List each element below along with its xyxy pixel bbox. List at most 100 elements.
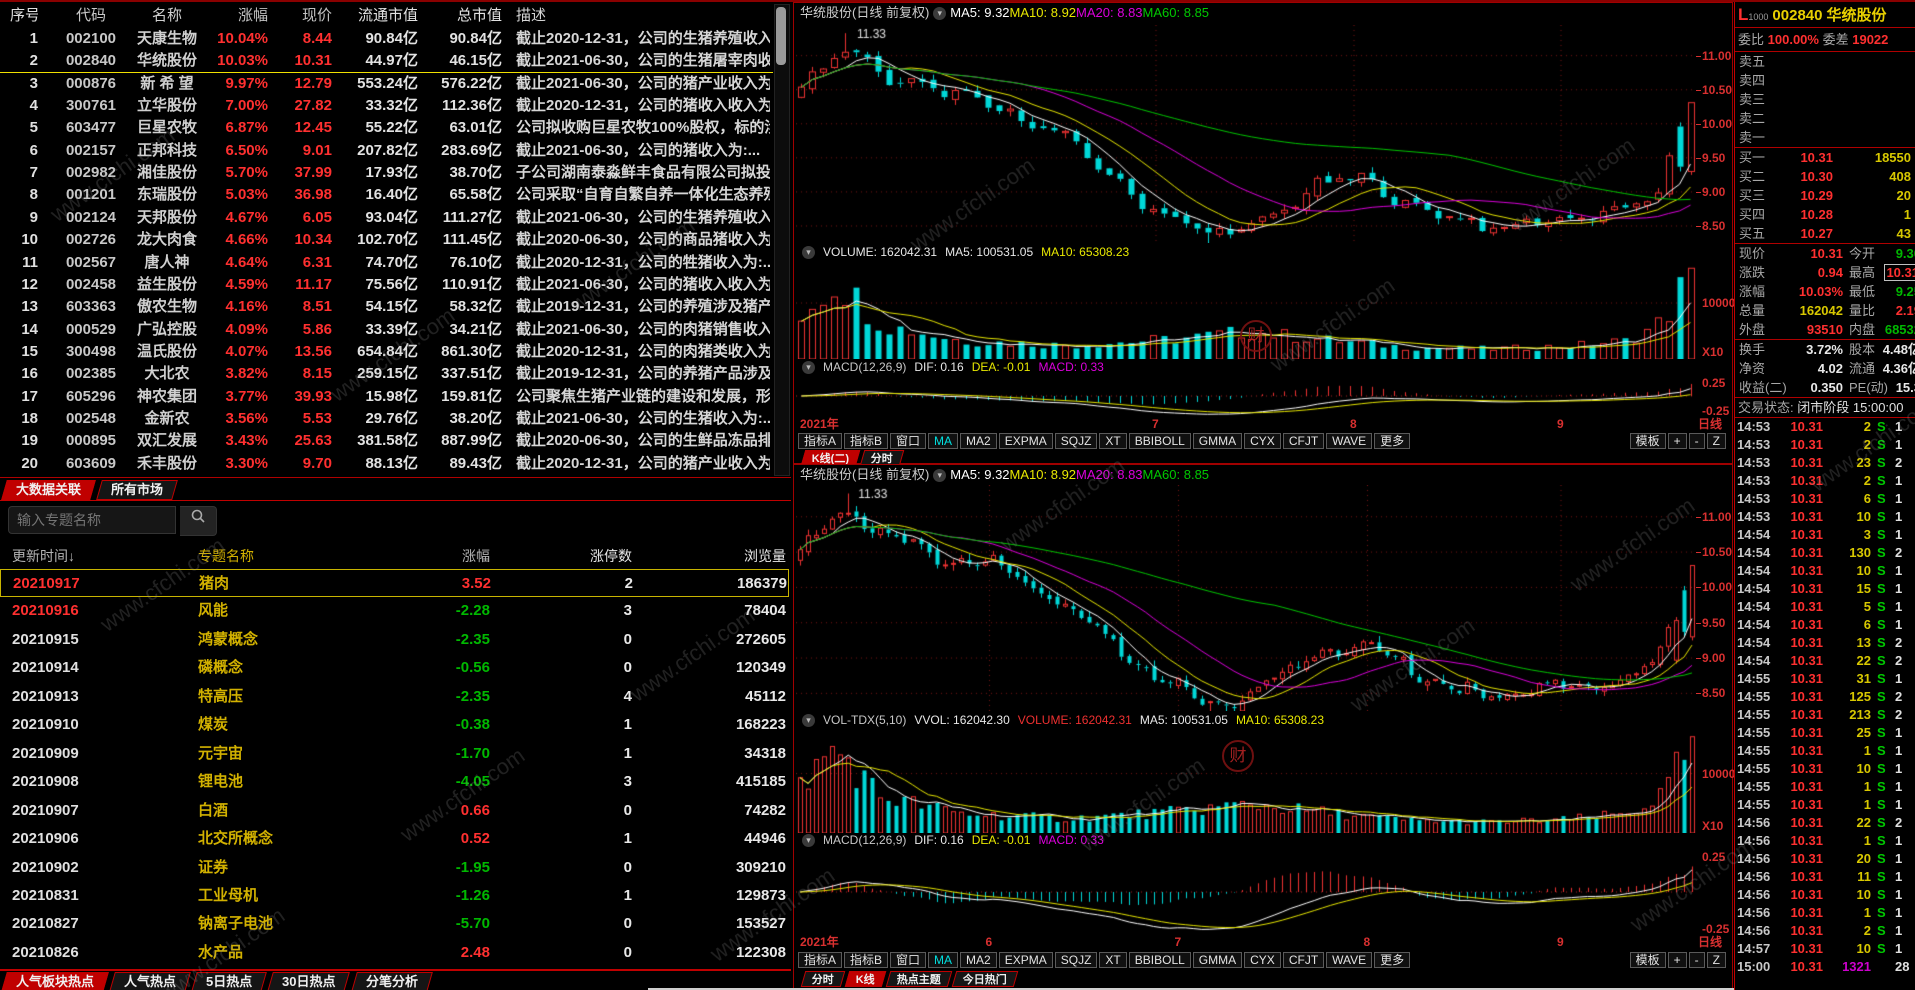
topic-row[interactable]: 20210907 白酒 0.66 0 74282 <box>0 797 789 825</box>
toolbar-button-CYX[interactable]: CYX <box>1244 952 1281 968</box>
topic-col-header-2[interactable]: 涨幅 <box>462 548 490 564</box>
chart-tab-热点主题[interactable]: 热点主题 <box>885 971 953 987</box>
kline-chart-canvas-1[interactable] <box>796 25 1696 243</box>
kline-chart-canvas-2[interactable] <box>796 485 1696 711</box>
topic-col-header-3[interactable]: 涨停数 <box>590 548 632 564</box>
stock-table-row[interactable]: 1 002100 天康生物 10.04% 8.44 90.84亿 90.84亿 截止2020-… <box>0 28 791 50</box>
stock-table-row[interactable]: 13 603363 傲农生物 4.16% 8.51 54.15亿 58.32亿 截止2019-… <box>0 296 791 318</box>
toolbar-button-SQJZ[interactable]: SQJZ <box>1054 952 1098 968</box>
chart-tab-分时[interactable]: 分时 <box>800 971 846 987</box>
stock-table-row[interactable]: 2 002840 华统股份 10.03% 10.31 44.97亿 46.15亿 截止2021… <box>0 50 791 73</box>
toolbar-button-更多[interactable]: 更多 <box>1374 952 1411 968</box>
topic-row[interactable]: 20210827 钠离子电池 -5.70 0 153527 <box>0 910 789 938</box>
time-sales-list[interactable]: 14:53 10.31 2 S 1 14:53 10.31 2 S 1 14:53 10.31 23 S 2… <box>1735 418 1915 976</box>
stock-table-row[interactable]: 12 002458 益生股份 4.59% 11.17 75.56亿 110.91亿 截止202… <box>0 274 791 296</box>
toolbar-button-指标B[interactable]: 指标B <box>844 952 889 968</box>
topic-row[interactable]: 20210826 水产品 2.48 0 122308 <box>0 939 789 967</box>
toolbar-button--[interactable]: - <box>1688 433 1705 449</box>
tab-30日热点[interactable]: 30日热点 <box>267 972 351 990</box>
topic-row[interactable]: 20210908 锂电池 -4.05 3 415185 <box>0 768 789 796</box>
search-input[interactable] <box>8 506 176 534</box>
topic-row[interactable]: 20210909 元宇宙 -1.70 1 34318 <box>0 740 789 768</box>
toolbar-button-WAVE[interactable]: WAVE <box>1326 952 1373 968</box>
toolbar-button-指标A[interactable]: 指标A <box>798 433 843 449</box>
topic-row[interactable]: 20210910 煤炭 -0.38 1 168223 <box>0 711 789 739</box>
topic-row[interactable]: 20210916 风能 -2.28 3 78404 <box>0 597 789 625</box>
topic-row[interactable]: 20210915 鸿蒙概念 -2.35 0 272605 <box>0 626 789 654</box>
toolbar-button-窗口[interactable]: 窗口 <box>890 952 927 968</box>
search-button[interactable] <box>180 506 218 536</box>
col-header-0[interactable]: 序号 <box>10 7 38 24</box>
stock-table-row[interactable]: 11 002567 唐人神 4.64% 6.31 74.70亿 76.10亿 截止2020-1… <box>0 252 791 274</box>
topic-row[interactable]: 20210831 工业母机 -1.26 1 129873 <box>0 882 789 910</box>
toolbar-button-模板[interactable]: 模板 <box>1629 433 1666 449</box>
toolbar-button-指标A[interactable]: 指标A <box>798 952 843 968</box>
topic-row[interactable]: 20210914 磷概念 -0.56 0 120349 <box>0 654 789 682</box>
toolbar-button-MA2[interactable]: MA2 <box>960 952 997 968</box>
col-header-4[interactable]: 现价 <box>301 7 332 24</box>
stock-table-row[interactable]: 17 605296 神农集团 3.77% 39.93 15.98亿 159.81亿 公司聚焦生… <box>0 386 791 408</box>
stock-table-row[interactable]: 10 002726 龙大肉食 4.66% 10.34 102.70亿 111.45亿 截止20… <box>0 229 791 251</box>
topic-col-header-4[interactable]: 浏览量 <box>744 548 786 564</box>
stock-table-row[interactable]: 8 001201 东瑞股份 5.03% 36.98 16.40亿 65.58亿 公司采取“自育… <box>0 184 791 206</box>
topic-row[interactable]: 20210906 北交所概念 0.52 1 44946 <box>0 825 789 853</box>
topic-col-header-1[interactable]: 专题名称 <box>198 548 254 564</box>
chart-tab-K线[interactable]: K线 <box>844 971 887 987</box>
toolbar-button-MA[interactable]: MA <box>928 952 959 968</box>
toolbar-button-+[interactable]: + <box>1667 433 1687 449</box>
toolbar-button-EXPMA[interactable]: EXPMA <box>998 433 1053 449</box>
stock-table-row[interactable]: 15 300498 温氏股份 4.07% 13.56 654.84亿 861.30亿 截止20… <box>0 341 791 363</box>
macd-chart-canvas-2[interactable] <box>796 849 1696 935</box>
stock-table-row[interactable]: 20 603609 禾丰股份 3.30% 9.70 88.13亿 89.43亿 截止2020-… <box>0 453 791 475</box>
toolbar-button-XT[interactable]: XT <box>1099 433 1127 449</box>
stock-table-scrollbar[interactable] <box>774 4 790 476</box>
toolbar-button-CFJT[interactable]: CFJT <box>1282 433 1325 449</box>
toolbar-button-XT[interactable]: XT <box>1099 952 1127 968</box>
chart-tab-今日热门[interactable]: 今日热门 <box>951 971 1019 987</box>
toolbar-button-窗口[interactable]: 窗口 <box>890 433 927 449</box>
stock-table-row[interactable]: 16 002385 大北农 3.82% 8.15 259.15亿 337.51亿 截止2019… <box>0 363 791 385</box>
toolbar-button-CFJT[interactable]: CFJT <box>1282 952 1325 968</box>
toolbar-button-WAVE[interactable]: WAVE <box>1326 433 1373 449</box>
col-header-1[interactable]: 代码 <box>75 7 106 24</box>
col-header-7[interactable]: 描述 <box>516 7 547 24</box>
tab-所有市场[interactable]: 所有市场 <box>96 480 178 500</box>
tab-人气热点[interactable]: 人气热点 <box>109 972 191 990</box>
stock-table-row[interactable]: 19 000895 双汇发展 3.43% 25.63 381.58亿 887.99亿 截止20… <box>0 430 791 452</box>
toolbar-button-模板[interactable]: 模板 <box>1629 952 1666 968</box>
toolbar-button-GMMA[interactable]: GMMA <box>1192 433 1243 449</box>
toolbar-button-SQJZ[interactable]: SQJZ <box>1054 433 1098 449</box>
stock-table-row[interactable]: 5 603477 巨星农牧 6.87% 12.45 55.22亿 63.01亿 公司拟收购巨星… <box>0 117 791 139</box>
toolbar-button-指标B[interactable]: 指标B <box>844 433 889 449</box>
stock-table-row[interactable]: 7 002982 湘佳股份 5.70% 37.99 17.93亿 38.70亿 子公司湖南泰淼… <box>0 162 791 184</box>
tab-5日热点[interactable]: 5日热点 <box>191 972 268 990</box>
stock-table-row[interactable]: 18 002548 金新农 3.56% 5.53 29.76亿 38.20亿 截止2021-0… <box>0 408 791 430</box>
col-header-2[interactable]: 名称 <box>151 7 182 24</box>
topic-col-header-0[interactable]: 更新时间↓ <box>12 548 75 564</box>
toolbar-button-Z[interactable]: Z <box>1706 952 1726 968</box>
stock-table-row[interactable]: 14 000529 广弘控股 4.09% 5.86 33.39亿 34.21亿 截止2021-… <box>0 319 791 341</box>
topic-row[interactable]: 20210902 证券 -1.95 0 309210 <box>0 854 789 882</box>
topic-table[interactable]: 更新时间↓ 专题名称 涨幅 涨停数 浏览量 20210917 猪肉 3.52 2 186379 2… <box>0 545 791 969</box>
tab-人气板块热点[interactable]: 人气板块热点 <box>1 972 109 990</box>
toolbar-button-Z[interactable]: Z <box>1706 433 1726 449</box>
toolbar-button-MA2[interactable]: MA2 <box>960 433 997 449</box>
toolbar-button-+[interactable]: + <box>1667 952 1687 968</box>
toolbar-button-EXPMA[interactable]: EXPMA <box>998 952 1053 968</box>
tab-大数据关联[interactable]: 大数据关联 <box>1 480 96 500</box>
topic-row[interactable]: 20210917 猪肉 3.52 2 186379 <box>0 569 789 598</box>
toolbar-button-GMMA[interactable]: GMMA <box>1192 952 1243 968</box>
col-header-3[interactable]: 涨幅↓ <box>237 7 268 24</box>
toolbar-button-更多[interactable]: 更多 <box>1374 433 1411 449</box>
stock-table-row[interactable]: 9 002124 天邦股份 4.67% 6.05 93.04亿 111.27亿 截止2021-… <box>0 207 791 229</box>
col-header-6[interactable]: 总市值 <box>456 7 502 24</box>
stock-table-row[interactable]: 6 002157 正邦科技 6.50% 9.01 207.82亿 283.69亿 截止2021… <box>0 140 791 162</box>
toolbar-button-CYX[interactable]: CYX <box>1244 433 1281 449</box>
topic-row[interactable]: 20210913 特高压 -2.35 4 45112 <box>0 683 789 711</box>
toolbar-button--[interactable]: - <box>1688 952 1705 968</box>
macd-chart-canvas-1[interactable] <box>796 375 1696 417</box>
stock-table-row[interactable]: 4 300761 立华股份 7.00% 27.82 33.32亿 112.36亿 截止2020… <box>0 95 791 117</box>
tab-分笔分析[interactable]: 分笔分析 <box>350 972 433 990</box>
toolbar-button-BBIBOLL[interactable]: BBIBOLL <box>1128 952 1191 968</box>
